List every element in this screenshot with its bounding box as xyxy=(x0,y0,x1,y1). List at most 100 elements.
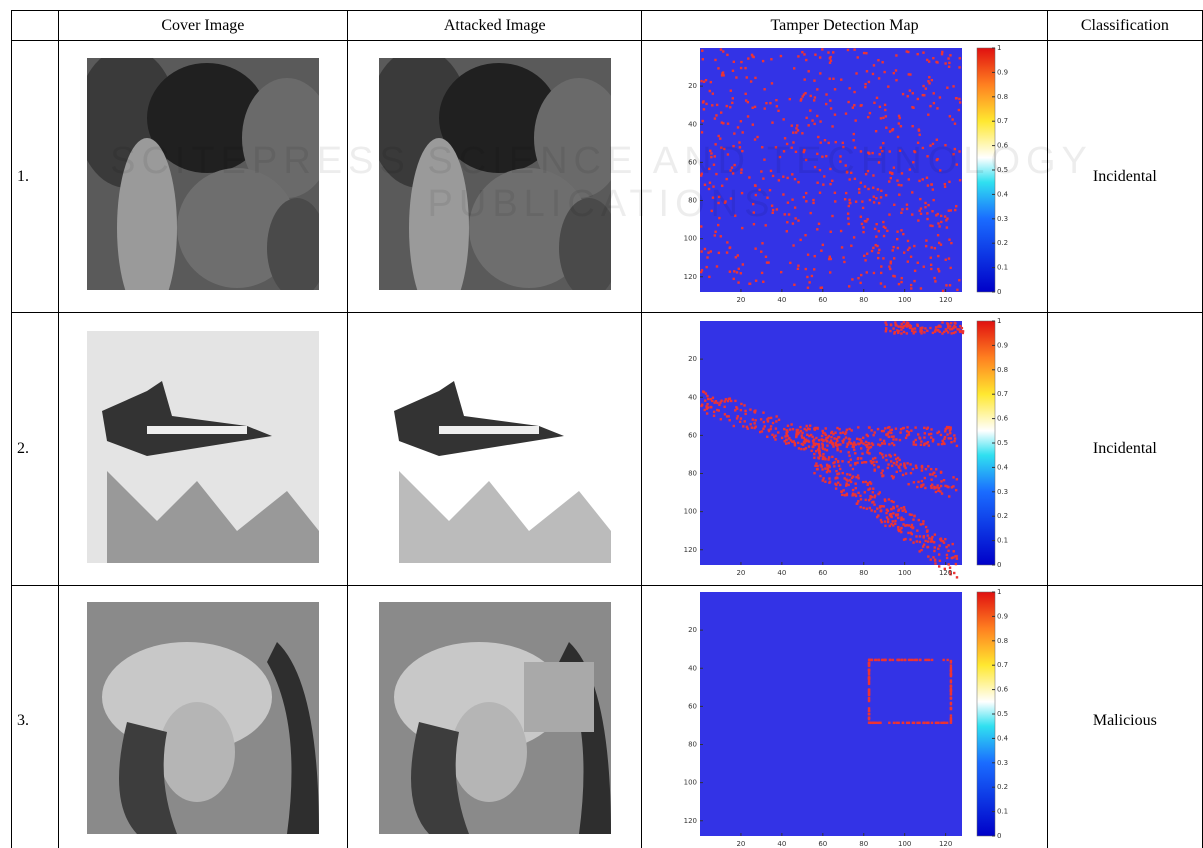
tamper-dot xyxy=(819,120,821,122)
tamper-dot xyxy=(741,150,743,152)
tamper-dot xyxy=(951,556,953,558)
tamper-dot xyxy=(727,122,729,124)
map-plot xyxy=(700,592,962,836)
tamper-dot xyxy=(793,67,795,69)
tamper-dot xyxy=(784,440,786,442)
x-tick-label: 40 xyxy=(777,840,786,848)
tamper-dot xyxy=(920,213,922,215)
tamper-dot xyxy=(800,98,802,100)
tamper-dot xyxy=(828,477,830,479)
tamper-dot xyxy=(828,258,830,260)
x-tick-label: 100 xyxy=(898,840,911,848)
tamper-dot xyxy=(806,424,808,426)
tamper-dot xyxy=(791,124,793,126)
tamper-dot xyxy=(822,183,824,185)
tamper-dot xyxy=(857,491,859,493)
tamper-dot xyxy=(956,289,958,291)
tamper-dot xyxy=(869,446,871,448)
tamper-dot xyxy=(921,464,923,466)
tamper-dot xyxy=(880,196,882,198)
tamper-dot xyxy=(788,441,790,443)
tamper-dot xyxy=(937,329,939,331)
tamper-dot xyxy=(797,268,799,270)
tamper-dot xyxy=(753,422,755,424)
tamper-dot xyxy=(857,456,859,458)
tamper-dot xyxy=(703,108,705,110)
tamper-dot xyxy=(739,420,741,422)
colorbar-tick-label: 0.2 xyxy=(997,239,1008,247)
image-cell xyxy=(58,41,347,313)
tamper-dot xyxy=(805,440,807,442)
tamper-dot xyxy=(910,287,912,289)
tamper-dot xyxy=(913,150,915,152)
tamper-dot xyxy=(914,270,916,272)
tamper-dot xyxy=(917,98,919,100)
tamper-dot xyxy=(828,456,830,458)
tamper-dot xyxy=(774,438,776,440)
tamper-dot xyxy=(779,156,781,158)
tamper-dot xyxy=(837,459,839,461)
tamper-dot xyxy=(859,494,861,496)
tamper-dot xyxy=(792,244,794,246)
tamper-dot xyxy=(837,481,839,483)
tamper-dot xyxy=(888,213,890,215)
tamper-dot xyxy=(790,423,792,425)
tamper-dot xyxy=(891,435,893,437)
tamper-dot xyxy=(930,264,932,266)
tamper-dot xyxy=(703,81,705,83)
tamper-dot xyxy=(838,428,840,430)
tamper-dot xyxy=(854,178,856,180)
tamper-dot xyxy=(704,399,706,401)
tamper-dot xyxy=(892,520,894,522)
tamper-dot xyxy=(871,495,873,497)
tamper-dot xyxy=(895,463,897,465)
tamper-dot xyxy=(923,426,925,428)
tamper-dot xyxy=(875,130,877,132)
tamper-dot xyxy=(760,251,762,253)
tamper-dot xyxy=(934,559,936,561)
tamper-dot xyxy=(711,104,713,106)
photo xyxy=(379,58,611,290)
tamper-dot xyxy=(716,408,718,410)
tamper-dot xyxy=(874,469,876,471)
tamper-dot xyxy=(783,427,785,429)
tamper-dot xyxy=(872,487,874,489)
tamper-dot xyxy=(718,196,720,198)
tamper-dot xyxy=(796,428,798,430)
tamper-dot xyxy=(945,427,947,429)
tamper-dot xyxy=(791,198,793,200)
colorbar-tick-label: 1 xyxy=(997,44,1001,52)
tamper-dot xyxy=(865,173,867,175)
tamper-dot xyxy=(893,204,895,206)
tamper-dot xyxy=(740,402,742,404)
tamper-dot xyxy=(816,464,818,466)
tamper-dot xyxy=(857,56,859,58)
x-tick-label: 40 xyxy=(777,296,786,304)
tamper-dot xyxy=(890,460,892,462)
tamper-dot xyxy=(930,257,932,259)
tamper-dot xyxy=(938,553,940,555)
header-cell: Tamper Detection Map xyxy=(642,11,1047,41)
tamper-dot xyxy=(710,405,712,407)
tamper-dot xyxy=(892,659,894,661)
tamper-dot xyxy=(717,202,719,204)
tamper-dot xyxy=(871,250,873,252)
tamper-dot xyxy=(727,399,729,401)
tamper-dot xyxy=(789,262,791,264)
tamper-dot xyxy=(912,541,914,543)
tamper-dot xyxy=(840,78,842,80)
tamper-dot xyxy=(822,477,824,479)
tamper-dot xyxy=(855,72,857,74)
colorbar-tick-label: 0.7 xyxy=(997,661,1008,669)
tamper-dot xyxy=(730,197,732,199)
tamper-dot xyxy=(934,562,936,564)
tamper-dot xyxy=(818,445,820,447)
tamper-dot xyxy=(740,120,742,122)
tamper-dot xyxy=(869,659,871,661)
tamper-dot xyxy=(797,441,799,443)
tamper-dot xyxy=(852,467,854,469)
tamper-dot xyxy=(880,265,882,267)
tamper-dot xyxy=(899,150,901,152)
tamper-dot xyxy=(852,106,854,108)
x-tick-label: 80 xyxy=(859,569,868,577)
